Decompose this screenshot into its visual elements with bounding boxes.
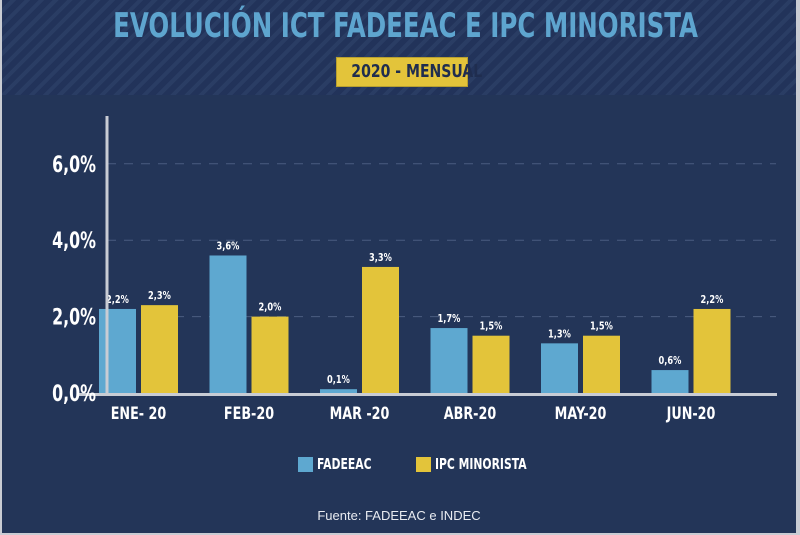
data-label: 1,5% [590,321,613,333]
data-label: 1,7% [438,313,461,325]
subtitle-badge: 2020 - MENSUAL [336,57,483,87]
y-axis [105,116,109,395]
legend-swatch-ipc-minorista [416,456,431,472]
data-label: 2,0% [259,302,282,314]
bar-fadeeac [651,370,689,393]
data-label: 3,3% [369,252,392,264]
chart-subtitle: 2020 - MENSUAL [351,61,483,82]
bars [99,255,731,393]
y-tick-label: 4,0% [52,228,96,254]
bar-ipc-minorista [251,316,289,393]
bar-ipc-minorista [693,308,731,393]
bar-chart: 2,2% 2,3% 3,6% 2,0% 0,1% 3,3% 1,7% 1,5% 1,3% 1,5%… [52,116,777,424]
legend: FADEEAC IPC MINORISTA [2,455,796,479]
legend-label-fadeeac: FADEEAC [317,455,372,473]
axes [78,116,777,396]
y-tick-label: 6,0% [52,151,96,177]
bar-ipc-minorista [141,305,178,393]
x-tick-label: ABR-20 [444,403,496,423]
source-note: Fuente: FADEEAC e INDEC [317,508,481,523]
header-banner: EVOLUCIÓN ICT FADEEAC E IPC MINORISTA 20… [2,0,796,95]
x-axis [78,393,777,396]
bar-fadeeac [430,328,468,393]
grid-lines [107,163,776,318]
chart-title: EVOLUCIÓN ICT FADEEAC E IPC MINORISTA [113,6,698,46]
data-label: 0,6% [659,355,682,367]
data-label: 2,3% [148,290,171,302]
bar-fadeeac [209,255,247,393]
data-label: 2,2% [106,294,129,306]
legend-item-fadeeac: FADEEAC [298,455,393,473]
y-tick-label: 0,0% [52,380,96,406]
data-label: 1,5% [480,321,503,333]
legend-item-ipc-minorista: IPC MINORISTA [416,455,562,473]
bar-fadeeac [320,389,357,393]
y-tick-label: 2,0% [52,304,96,330]
data-label: 1,3% [548,328,571,340]
bar-ipc-minorista [583,335,620,393]
tick-labels: 0,0% 2,0% 4,0% 6,0% ENE- 20 FEB-20 MAR -20 ABR-… [52,151,715,423]
x-tick-label: ENE- 20 [111,403,167,423]
x-tick-label: JUN-20 [666,403,716,423]
x-tick-label: FEB-20 [224,403,274,423]
x-tick-label: MAY-20 [555,403,607,423]
data-labels: 2,2% 2,3% 3,6% 2,0% 0,1% 3,3% 1,7% 1,5% 1,3% 1,5%… [106,240,724,386]
x-tick-label: MAR -20 [330,403,390,423]
data-label: 0,1% [327,374,350,386]
bar-fadeeac [541,343,578,393]
bar-fadeeac [99,308,136,393]
bar-ipc-minorista [472,335,510,393]
data-label: 2,2% [701,294,724,306]
data-label: 3,6% [217,240,240,252]
bar-ipc-minorista [362,266,399,393]
legend-swatch-fadeeac [298,456,313,472]
legend-label-ipc-minorista: IPC MINORISTA [435,455,527,473]
